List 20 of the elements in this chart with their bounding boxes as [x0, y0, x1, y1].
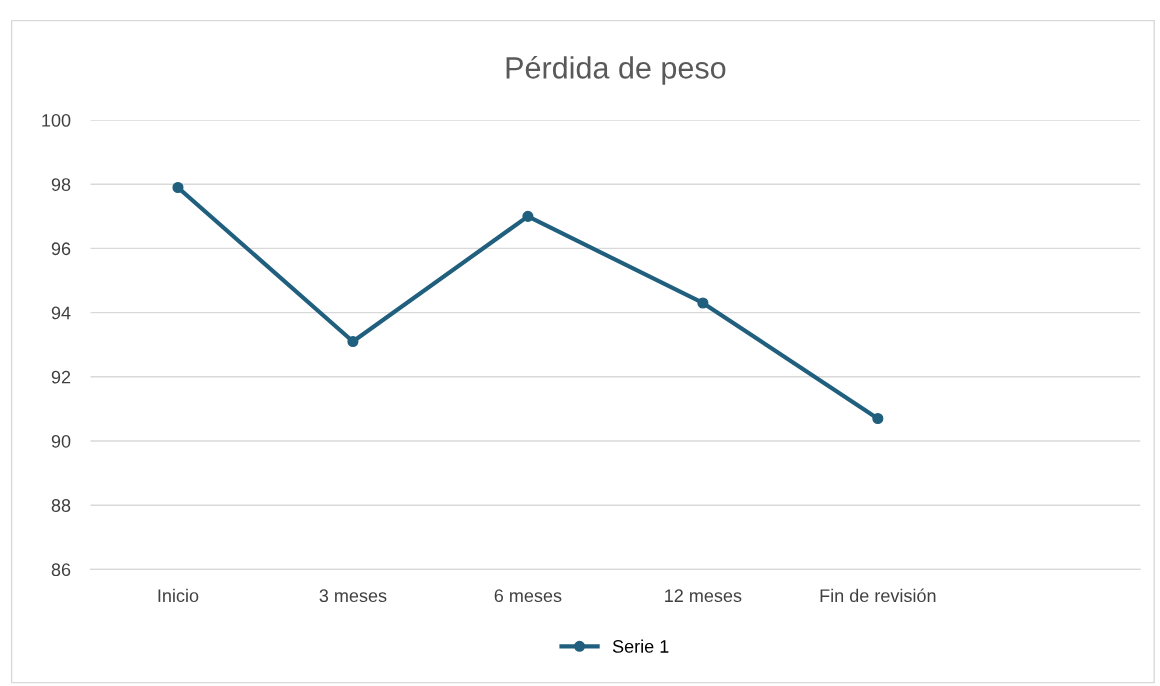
point — [522, 210, 534, 222]
point — [872, 412, 884, 425]
y-tick-label: 94 — [51, 306, 71, 320]
point — [172, 181, 184, 194]
x-tick-label: 3 meses — [319, 589, 387, 603]
y-tick-label: 90 — [51, 434, 71, 448]
point — [347, 335, 359, 348]
x-tick-label: Fin de revisión — [820, 588, 936, 603]
x-tick-label: 6 meses — [494, 589, 562, 603]
x-tick-label: 12 meses — [665, 589, 742, 603]
y-tick-label: 96 — [51, 242, 71, 256]
y-tick-label: 100 — [42, 113, 71, 127]
y-tick-label: 92 — [51, 370, 71, 384]
point — [697, 297, 709, 309]
y-tick-label: 88 — [51, 499, 71, 512]
x-tick-label: Inicio — [158, 588, 199, 603]
y-tick-label: 98 — [51, 178, 71, 191]
legend-label: Serie 1 — [612, 639, 669, 653]
chart-title: Pérdida de peso — [506, 55, 726, 85]
y-tick-label: 86 — [51, 563, 71, 577]
